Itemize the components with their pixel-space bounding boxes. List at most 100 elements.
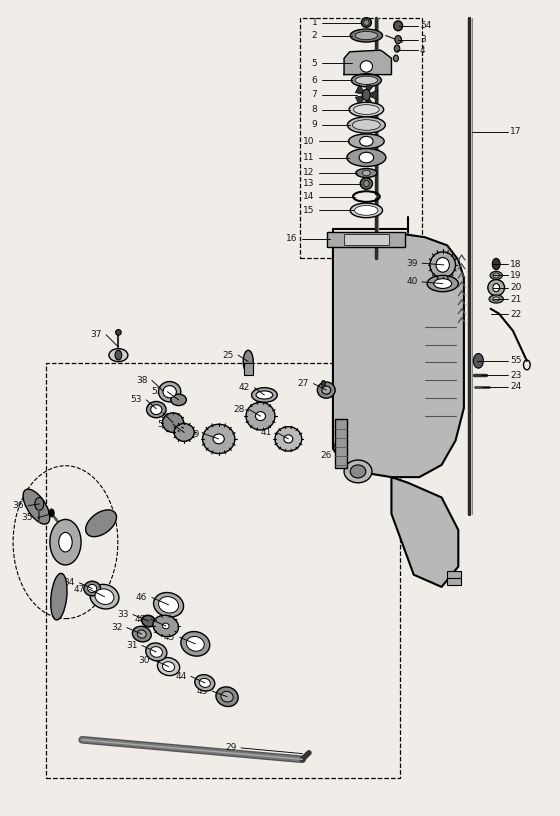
Text: 46: 46 xyxy=(136,593,147,602)
Text: 11: 11 xyxy=(303,153,315,162)
Text: 31: 31 xyxy=(126,641,137,650)
Text: 19: 19 xyxy=(510,271,521,280)
Ellipse shape xyxy=(158,596,179,613)
Ellipse shape xyxy=(488,280,505,295)
Ellipse shape xyxy=(256,391,273,399)
Ellipse shape xyxy=(163,386,176,398)
Text: 51: 51 xyxy=(147,408,158,417)
Text: 21: 21 xyxy=(510,295,521,304)
Text: 17: 17 xyxy=(510,127,521,136)
Text: 37: 37 xyxy=(90,330,102,339)
Ellipse shape xyxy=(284,435,293,443)
Ellipse shape xyxy=(246,402,275,430)
Ellipse shape xyxy=(350,29,382,42)
Ellipse shape xyxy=(355,32,377,40)
Bar xyxy=(244,363,253,375)
Polygon shape xyxy=(356,85,366,95)
Polygon shape xyxy=(333,233,464,477)
Text: 15: 15 xyxy=(303,206,315,215)
Ellipse shape xyxy=(186,636,204,651)
Text: 5: 5 xyxy=(311,59,318,68)
Text: 3: 3 xyxy=(420,35,426,44)
Text: 28: 28 xyxy=(234,405,245,415)
Text: 54: 54 xyxy=(420,21,431,30)
Ellipse shape xyxy=(361,18,371,28)
Polygon shape xyxy=(366,95,373,106)
Text: 41: 41 xyxy=(261,428,272,437)
Ellipse shape xyxy=(395,36,402,44)
Text: 39: 39 xyxy=(406,259,418,268)
Ellipse shape xyxy=(142,615,155,627)
Circle shape xyxy=(492,259,500,270)
Ellipse shape xyxy=(356,169,377,177)
Polygon shape xyxy=(366,90,377,100)
Ellipse shape xyxy=(153,592,184,617)
Ellipse shape xyxy=(251,388,277,402)
Ellipse shape xyxy=(151,405,162,415)
Text: 33: 33 xyxy=(117,610,128,619)
Text: 13: 13 xyxy=(303,179,315,188)
Bar xyxy=(344,234,389,246)
Ellipse shape xyxy=(95,589,114,605)
Ellipse shape xyxy=(490,272,502,280)
Ellipse shape xyxy=(360,136,373,146)
Ellipse shape xyxy=(430,252,455,278)
Polygon shape xyxy=(356,95,366,105)
Circle shape xyxy=(473,353,483,368)
Text: 16: 16 xyxy=(286,234,298,243)
Text: 50: 50 xyxy=(157,419,169,428)
Text: 23: 23 xyxy=(510,371,521,380)
Ellipse shape xyxy=(394,21,403,31)
Ellipse shape xyxy=(347,149,386,166)
Ellipse shape xyxy=(162,413,184,432)
Bar xyxy=(328,233,405,247)
Ellipse shape xyxy=(353,104,379,114)
Text: 10: 10 xyxy=(303,137,315,146)
Ellipse shape xyxy=(115,330,121,335)
Ellipse shape xyxy=(393,55,398,61)
Ellipse shape xyxy=(493,273,500,278)
Ellipse shape xyxy=(51,574,67,620)
Text: 18: 18 xyxy=(510,259,521,268)
Ellipse shape xyxy=(255,411,265,420)
Ellipse shape xyxy=(394,45,400,52)
Text: 20: 20 xyxy=(510,283,521,292)
Text: 35: 35 xyxy=(22,513,33,522)
Text: 26: 26 xyxy=(320,450,332,459)
Ellipse shape xyxy=(150,646,162,658)
Text: 6: 6 xyxy=(311,76,318,85)
Ellipse shape xyxy=(427,276,458,291)
Ellipse shape xyxy=(347,117,385,133)
Ellipse shape xyxy=(359,153,374,163)
Ellipse shape xyxy=(275,427,302,451)
Ellipse shape xyxy=(162,662,175,672)
Circle shape xyxy=(50,520,81,565)
Circle shape xyxy=(59,532,72,552)
Text: 2: 2 xyxy=(312,31,318,40)
Ellipse shape xyxy=(23,489,50,524)
Polygon shape xyxy=(344,50,391,74)
Ellipse shape xyxy=(146,643,167,661)
Ellipse shape xyxy=(132,627,151,642)
Ellipse shape xyxy=(221,691,233,702)
Polygon shape xyxy=(366,83,373,95)
Circle shape xyxy=(35,498,44,511)
Ellipse shape xyxy=(147,401,166,418)
Ellipse shape xyxy=(493,284,500,291)
Text: 1: 1 xyxy=(311,18,318,27)
Ellipse shape xyxy=(355,76,377,84)
Ellipse shape xyxy=(181,632,210,656)
Text: 24: 24 xyxy=(510,383,521,392)
Text: 32: 32 xyxy=(111,623,122,632)
Ellipse shape xyxy=(90,584,119,609)
Ellipse shape xyxy=(158,382,181,402)
Ellipse shape xyxy=(436,258,449,273)
Ellipse shape xyxy=(199,678,211,687)
Text: 27: 27 xyxy=(297,379,309,388)
Ellipse shape xyxy=(350,465,366,478)
Ellipse shape xyxy=(157,658,180,676)
Text: 49: 49 xyxy=(189,429,200,438)
Circle shape xyxy=(321,380,326,387)
Text: 9: 9 xyxy=(311,121,318,130)
Text: 40: 40 xyxy=(406,277,418,286)
